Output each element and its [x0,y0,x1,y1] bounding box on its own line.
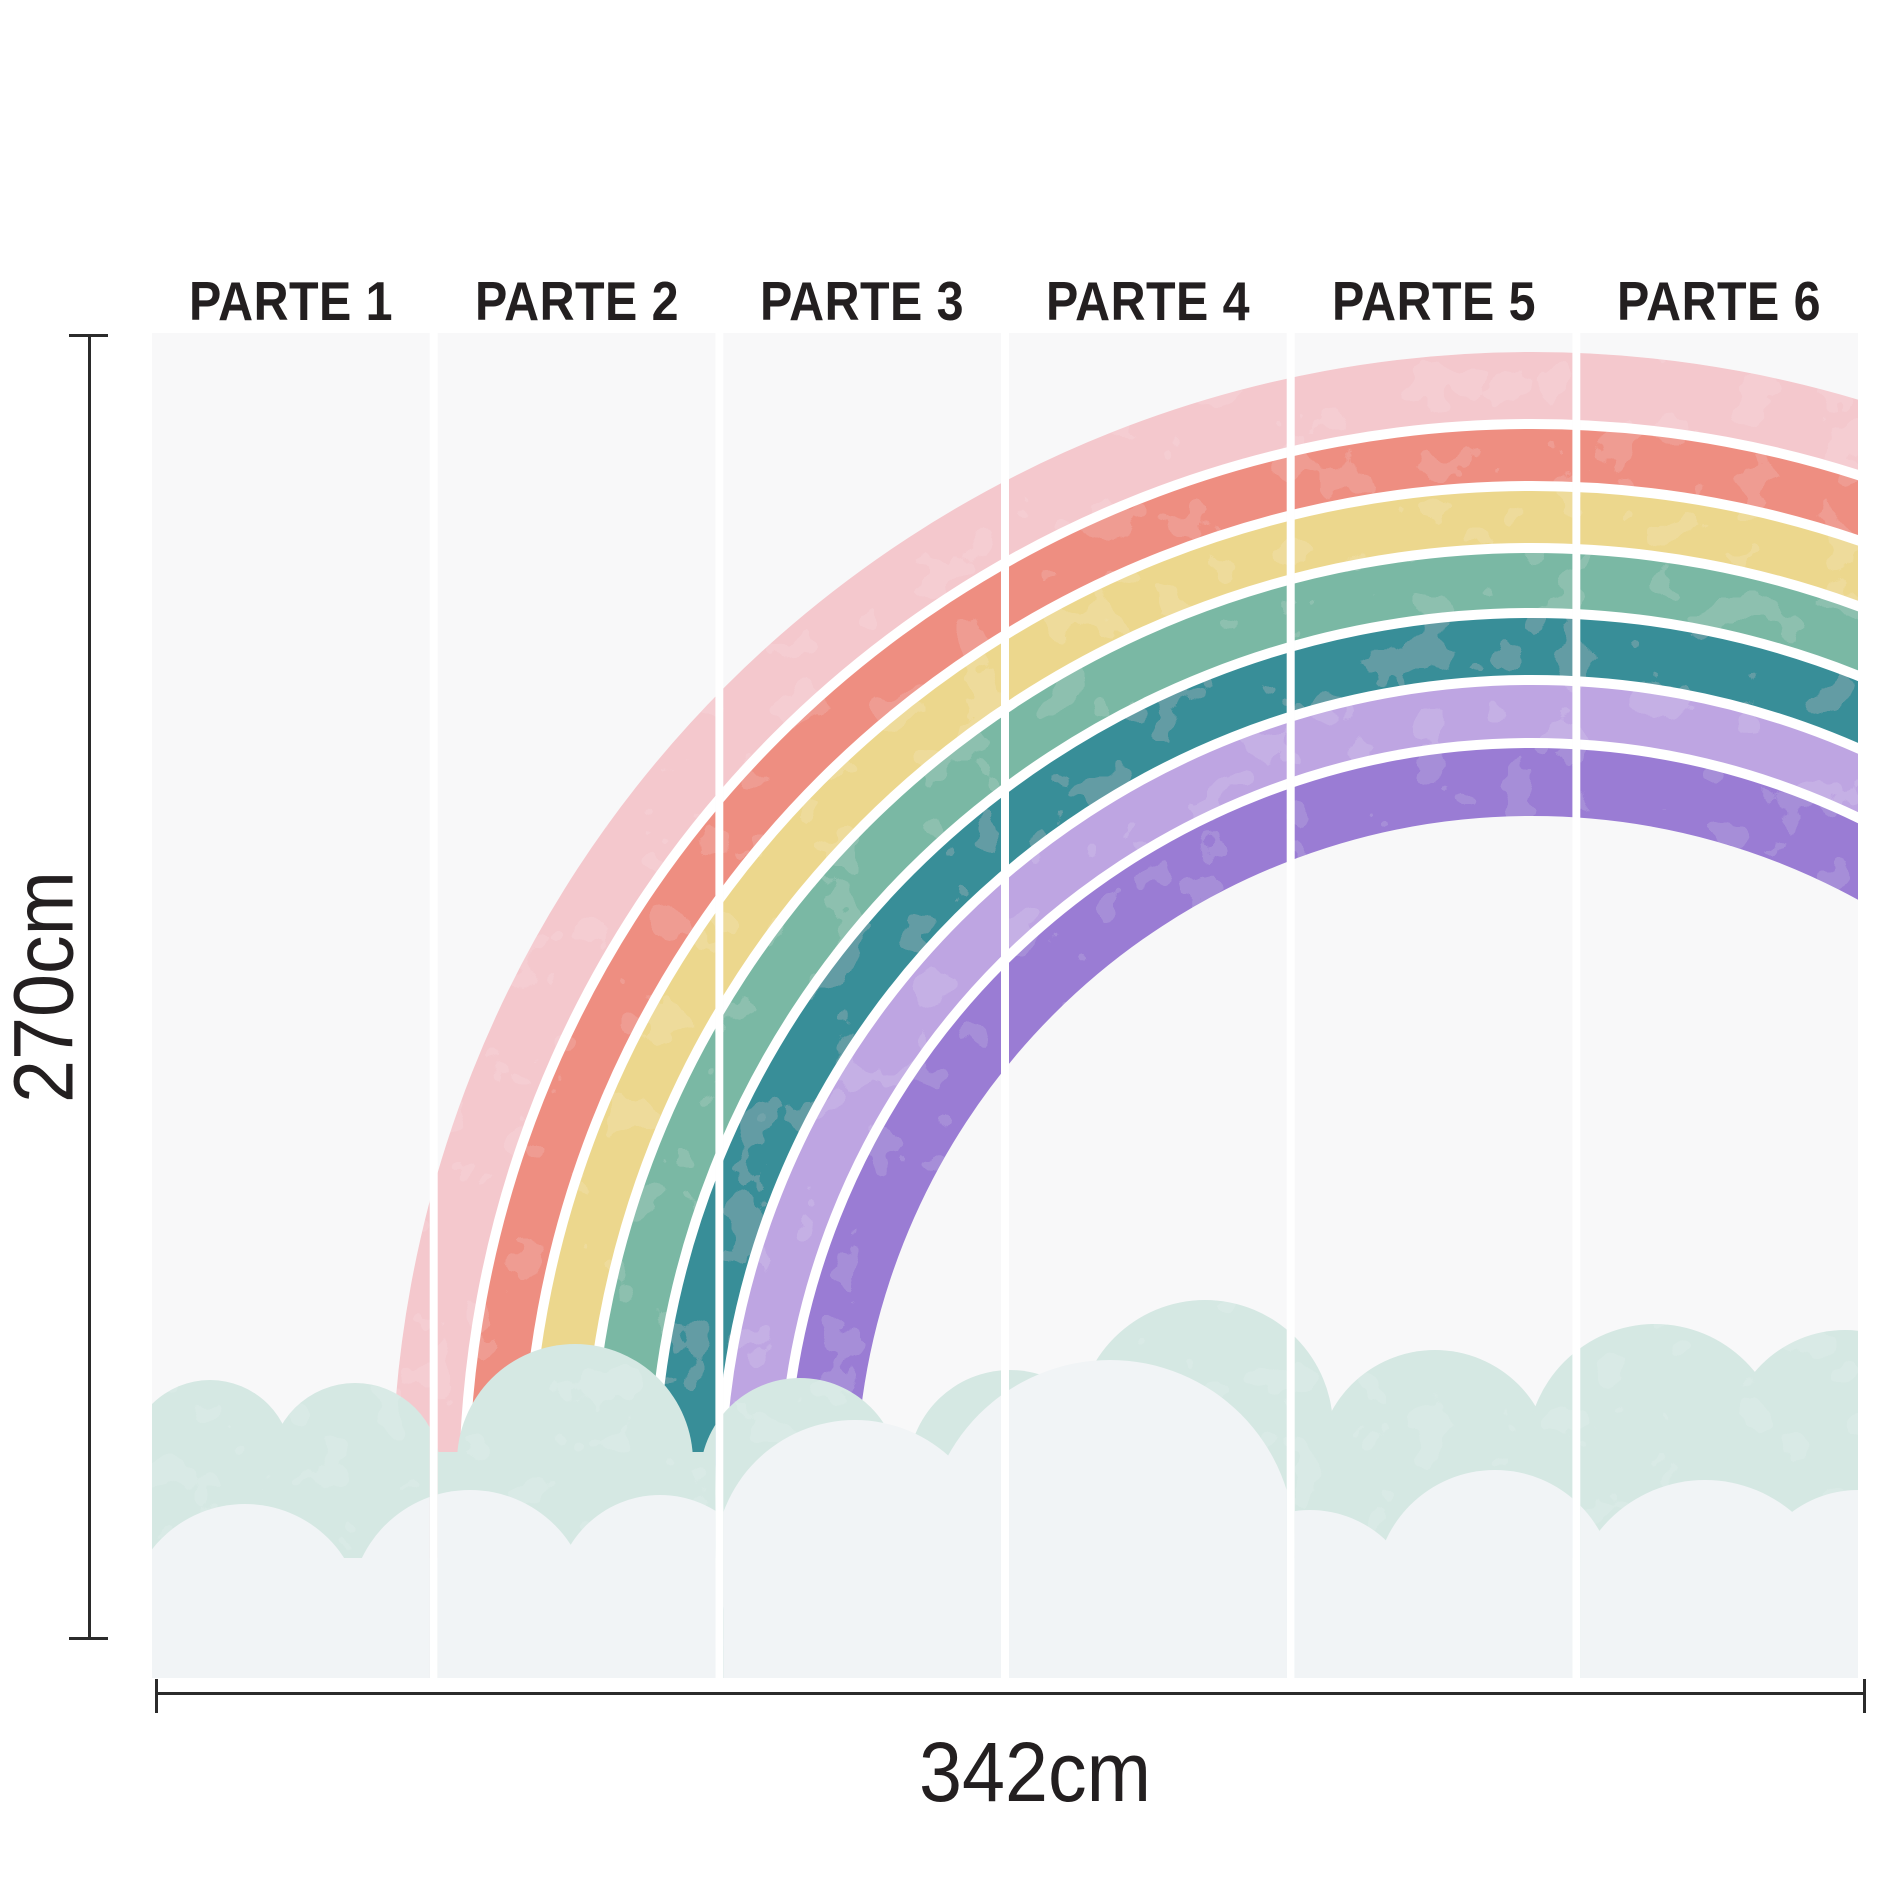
width-dimension-label: 342cm [919,1725,1151,1819]
panel-label-6: PARTE 6 [1617,270,1822,332]
height-dimension-label: 270cm [0,871,91,1103]
width-dimension-line [155,1692,1866,1695]
height-dimension-line [88,335,91,1640]
height-dimension-tick-top [69,334,108,337]
panel-label-4: PARTE 4 [1046,270,1250,332]
panel-label-2: PARTE 2 [474,270,679,332]
width-dimension-tick-left [155,1679,158,1713]
panel-label-1: PARTE 1 [189,270,393,332]
height-dimension-tick-bottom [69,1637,108,1640]
panel-label-3: PARTE 3 [760,270,965,332]
width-dimension-tick-right [1863,1679,1866,1713]
panel-label-5: PARTE 5 [1331,270,1536,332]
